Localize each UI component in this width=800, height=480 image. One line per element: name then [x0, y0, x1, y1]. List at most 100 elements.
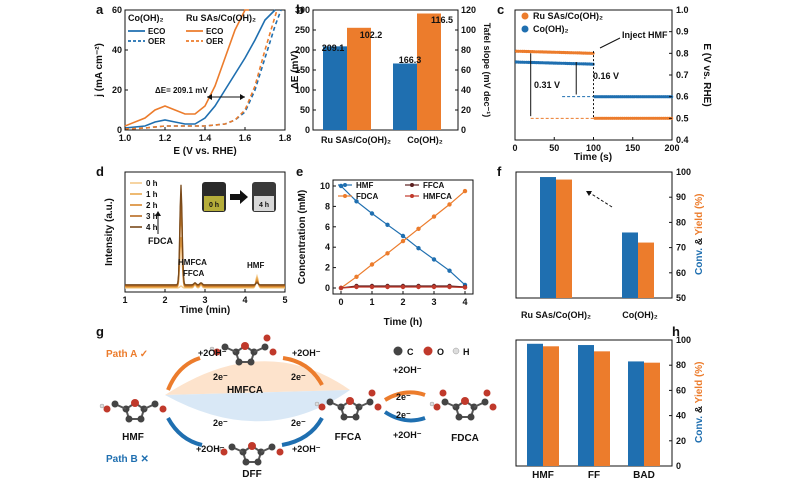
- panel-e-point-1: [447, 202, 452, 207]
- mol-hmf-h: [99, 403, 105, 409]
- scheme-oh-1: +2OH⁻: [198, 348, 227, 358]
- panel-e-xtick-label-2: 2: [400, 297, 405, 307]
- scheme-e-2: 2e⁻: [291, 372, 306, 382]
- panel-b-bar-tafel-0: [347, 27, 371, 130]
- scheme-oh-6: +2OH⁻: [393, 430, 422, 440]
- panel-h-cat-2: BAD: [633, 470, 655, 480]
- panel-e-ylabel: Concentration (mM): [297, 190, 308, 284]
- panel-f-chart: 50 60 70 80 90 100 Ru SAs/Co(OH)₂ Co(OH)₂ Con…: [515, 167, 705, 320]
- mol-hmfca-h: [209, 346, 215, 352]
- panel-b-y2tick-label-3: 60: [461, 65, 471, 75]
- vial-4h-liquid: [254, 196, 274, 211]
- mol-ffca-o-left: [318, 403, 326, 411]
- scheme-mol-hmf: HMF: [122, 432, 144, 443]
- panel-a-xtick-label-4: 1.8: [279, 133, 292, 143]
- mol-ffca-o-right: [374, 403, 382, 411]
- mol-hmf-atom: [137, 415, 145, 423]
- panel-a-ytick-label-2: 40: [112, 45, 122, 55]
- panel-e-ytick-label-4: 8: [325, 201, 330, 211]
- panel-e-ytick-label-2: 4: [325, 242, 330, 252]
- panel-e-point-3: [431, 284, 437, 290]
- scheme-path-a-label: Path A ✓: [106, 349, 148, 360]
- scheme-e-1: 2e⁻: [213, 372, 228, 382]
- mol-fdca-o-right: [489, 403, 497, 411]
- mol-ffca-atom: [346, 397, 354, 405]
- panel-a-xtick-label-3: 1.6: [239, 133, 252, 143]
- panel-a-legend-ru-eco: ECO: [206, 27, 223, 36]
- panel-d-legend-label-2: 2 h: [146, 201, 158, 210]
- panel-a-series-2: [124, 9, 249, 127]
- mol-hmfca-o-left: [213, 348, 221, 356]
- panel-d-legend-label-3: 3 h: [146, 212, 158, 221]
- mol-dff-atom: [248, 442, 256, 450]
- panel-c-ytick-label-2: 0.6: [676, 92, 689, 102]
- panel-e-legend-label-0: HMF: [356, 181, 373, 190]
- panel-e-legend-dot-0: [343, 183, 347, 187]
- panel-d-hmf-label: HMF: [247, 261, 264, 270]
- panel-e-legend-label-2: FFCA: [423, 181, 445, 190]
- panel-a-legend-co-oer: OER: [148, 37, 166, 46]
- vial-0h-label: 0 h: [209, 202, 219, 209]
- panel-e-point-1: [431, 214, 437, 219]
- mol-fdca-atom: [455, 413, 463, 421]
- panel-b-chart: 0 50 100 150 200 250 300 0 20 40 60 80 100 120 ΔE (mV…: [290, 5, 492, 145]
- vial-arrow-icon: [230, 190, 248, 204]
- mol-ffca-h: [314, 401, 320, 407]
- panel-c-ytick-label-4: 0.8: [676, 48, 689, 58]
- panel-e-point-3: [447, 284, 452, 290]
- mol-dff-o-right: [276, 448, 284, 456]
- panel-f-bar-1-1: [638, 242, 654, 298]
- panel-h-bar-0-2: [628, 361, 644, 466]
- panel-e-point-0: [369, 211, 375, 216]
- scheme-arrow-b1: [166, 417, 203, 447]
- mol-hmf-side-left: [111, 400, 119, 408]
- panel-f-ytick-label-3: 80: [676, 217, 686, 227]
- panel-d-xtick-label-0: 1: [122, 295, 127, 305]
- panel-b-label-tafel-0: 102.2: [360, 30, 383, 40]
- panel-c-inject-arrow: [599, 37, 621, 49]
- panel-e-legend-label-3: HMFCA: [423, 192, 452, 201]
- panel-d-xlabel: Time (min): [180, 305, 230, 316]
- mol-dff-h: [216, 446, 222, 452]
- panel-a-chart: 1.0 1.2 1.4 1.6 1.8 0 20 40 60 E (V vs. RHE) j (…: [94, 5, 291, 157]
- scheme-e-5: 2e⁻: [396, 392, 411, 402]
- panel-b-y2tick-label-6: 120: [461, 5, 476, 15]
- panel-f-ylabel-and: &: [694, 235, 705, 248]
- scheme-arrow-a1: [166, 356, 201, 391]
- mol-fdca-atom: [467, 413, 475, 421]
- panel-e-chart: 0 1 2 3 4 0 2 4 6 8 10 Time (h) Concentration (mM)…: [297, 179, 474, 328]
- panel-b-ytick-label-0: 0: [305, 125, 310, 135]
- vial-0h-liquid: [204, 196, 224, 211]
- scheme-path-b-bg: [165, 390, 350, 422]
- panel-b-ytick-label-1: 50: [300, 105, 310, 115]
- panel-f-bar-1-0: [556, 179, 572, 298]
- panel-b-bar-tafel-1: [417, 13, 441, 130]
- panel-e-point-0: [431, 257, 437, 262]
- scheme-oh-3: +2OH⁻: [196, 444, 225, 454]
- panel-c-ytick-label-3: 0.7: [676, 70, 689, 80]
- mol-hmfca-atom: [247, 358, 255, 366]
- scheme-oh-4: +2OH⁻: [292, 444, 321, 454]
- panel-c-ylabel: E (V vs. RHE): [701, 43, 712, 106]
- panel-h-ytick-label-0: 0: [676, 461, 681, 471]
- panel-c-legend-co: Co(OH)₂: [533, 24, 569, 34]
- atom-o-label: O: [437, 347, 444, 357]
- panel-f-cat-1: Co(OH)₂: [622, 310, 658, 320]
- mol-fdca-o-right2: [483, 389, 491, 397]
- mol-ffca-atom: [352, 413, 360, 421]
- panel-d-ffca-label: FFCA: [183, 269, 205, 278]
- panel-h-ylabel-conv: Conv.: [694, 416, 705, 443]
- panel-b-ytick-label-6: 300: [295, 5, 310, 15]
- vial-4h-label: 4 h: [259, 202, 269, 209]
- panel-a-legend-title-ru: Ru SAs/Co(OH)₂: [186, 13, 256, 23]
- panel-b-label-de-0: 209.1: [322, 43, 345, 53]
- scheme-arrow-c1: [383, 390, 426, 402]
- panel-e-ytick-label-0: 0: [325, 283, 330, 293]
- panel-h-ytick-label-2: 40: [676, 411, 686, 421]
- panel-c-delta-co: 0.16 V: [593, 71, 619, 81]
- panel-d-xtick-label-4: 5: [282, 295, 287, 305]
- scheme-mol-ffca: FFCA: [335, 432, 362, 443]
- panel-a-ytick-label-3: 60: [112, 5, 122, 15]
- panel-b-ylabel: ΔE (mV): [290, 51, 301, 90]
